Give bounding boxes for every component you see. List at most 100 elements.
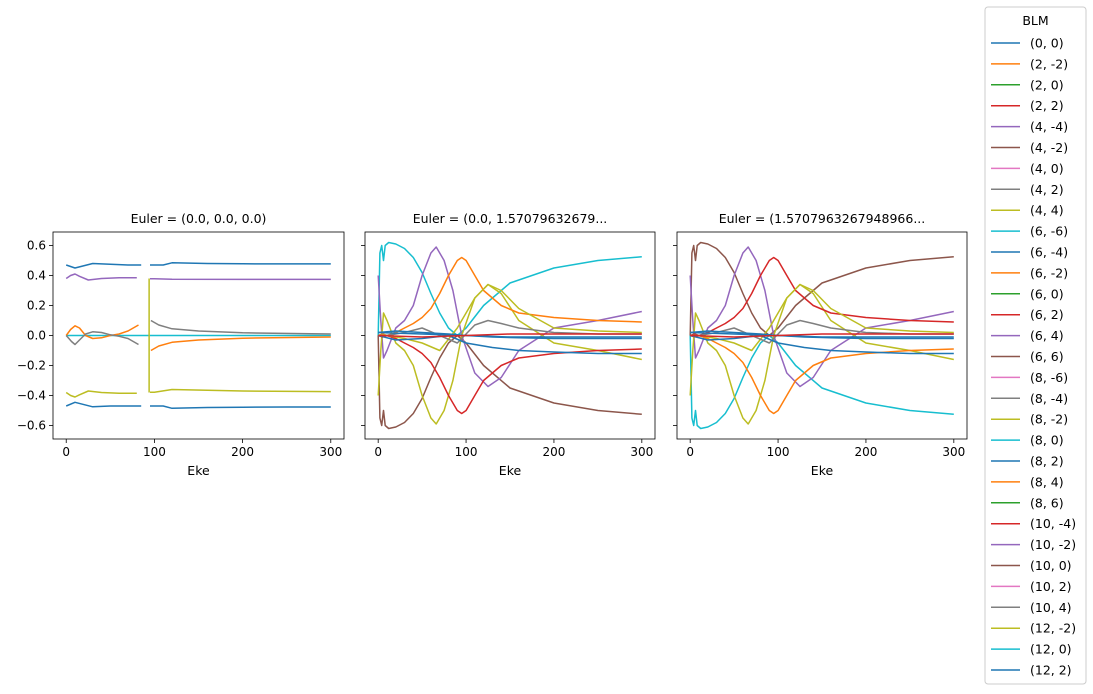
x-tick-label: 300 (319, 445, 342, 459)
legend-label: (8, 0) (1030, 433, 1064, 448)
legend-item: (8, 0) (991, 433, 1064, 448)
legend-item: (12, 2) (991, 663, 1072, 678)
series-line (65, 262, 331, 269)
series-line (378, 334, 642, 355)
legend-item: (6, 4) (991, 328, 1064, 343)
legend-label: (12, 2) (1030, 663, 1072, 678)
y-tick-label: 0.2 (27, 299, 46, 313)
legend-item: (8, 6) (991, 495, 1064, 510)
subplot-1: Euler = (0.0, 0.0, 0.0) 0 100 200 300 Eke −0.6… (17, 211, 345, 478)
legend-item: (2, -2) (991, 56, 1068, 71)
legend-item: (10, 4) (991, 600, 1072, 615)
legend-item: (10, 0) (991, 558, 1072, 573)
legend-item: (2, 2) (991, 98, 1064, 113)
series-line (65, 324, 331, 352)
series-line (65, 319, 331, 346)
legend-label: (8, -2) (1030, 412, 1068, 427)
x-tick-label: 100 (455, 445, 478, 459)
x-tick-label: 100 (143, 445, 166, 459)
legend-label: (4, 0) (1030, 161, 1064, 176)
legend-item: (6, 2) (991, 307, 1064, 322)
series-line (689, 241, 954, 337)
legend-item: (4, 2) (991, 182, 1064, 197)
legend-item: (10, 2) (991, 579, 1072, 594)
series-group (689, 241, 954, 430)
series-line (689, 334, 954, 430)
series-line (690, 283, 954, 352)
legend-label: (6, -4) (1030, 245, 1068, 260)
y-tick-label: −0.4 (17, 389, 46, 403)
legend-label: (12, 0) (1030, 642, 1072, 657)
x-tick-label: 200 (231, 445, 254, 459)
legend: BLM (0, 0) (2, -2) (2, 0) (2, 2) (4, -4) (4, -… (984, 6, 1087, 685)
legend-label: (4, -2) (1030, 140, 1068, 155)
y-tick-label: −0.2 (17, 359, 46, 373)
y-tick-label: −0.6 (17, 419, 46, 433)
series-line (690, 333, 954, 338)
series-line (377, 246, 642, 388)
series-line (378, 319, 642, 344)
x-tick-label: 300 (942, 445, 965, 459)
x-tick-label: 200 (854, 445, 877, 459)
series-line (378, 331, 642, 338)
series-line (65, 401, 331, 410)
series-line (377, 241, 642, 337)
legend-label: (10, -4) (1030, 516, 1076, 531)
legend-label: (8, 4) (1030, 474, 1064, 489)
x-axis-label: Eke (811, 463, 834, 478)
axes-frame (364, 231, 656, 440)
legend-label: (4, 2) (1030, 182, 1064, 197)
subplot-2: Euler = (0.0, 1.57079632679... 0 100 200 300… (361, 211, 656, 478)
legend-label: (6, -6) (1030, 224, 1068, 239)
legend-label: (6, 4) (1030, 328, 1064, 343)
legend-label: (8, -6) (1030, 370, 1068, 385)
series-line (689, 334, 954, 415)
legend-label: (2, 2) (1030, 98, 1064, 113)
series-line (65, 388, 331, 398)
series-line (689, 283, 954, 425)
legend-item: (10, -2) (991, 537, 1076, 552)
legend-label: (6, 2) (1030, 307, 1064, 322)
series-line (65, 273, 331, 281)
legend-item: (10, -4) (991, 516, 1076, 531)
legend-item: (4, 4) (991, 203, 1064, 218)
legend-item: (8, 2) (991, 454, 1064, 469)
legend-item: (4, 0) (991, 161, 1064, 176)
legend-label: (4, -4) (1030, 119, 1068, 134)
subplot-3: Euler = (1.5707963267948966... 0 100 200 300… (673, 211, 968, 478)
series-line (378, 283, 642, 352)
legend-label: (2, 0) (1030, 77, 1064, 92)
series-group (65, 262, 331, 410)
series-line (689, 246, 954, 388)
legend-label: (6, 6) (1030, 349, 1064, 364)
series-line (690, 319, 954, 344)
legend-label: (10, 0) (1030, 558, 1072, 573)
legend-item: (12, 0) (991, 642, 1072, 657)
legend-item: (0, 0) (991, 36, 1064, 51)
legend-item: (8, 4) (991, 474, 1064, 489)
legend-item: (4, -2) (991, 140, 1068, 155)
legend-label: (6, 0) (1030, 286, 1064, 301)
x-tick-label: 300 (630, 445, 653, 459)
legend-label: (12, -2) (1030, 621, 1076, 636)
x-tick-label: 100 (767, 445, 790, 459)
subplot-title: Euler = (0.0, 1.57079632679... (413, 211, 608, 226)
series-line (377, 334, 642, 430)
series-line (377, 334, 642, 415)
axes-frame (676, 231, 968, 440)
series-group (377, 241, 642, 430)
series-line (690, 334, 954, 355)
x-tick-label: 0 (686, 445, 694, 459)
series-line (377, 283, 642, 425)
x-axis-label: Eke (187, 463, 210, 478)
legend-label: (8, 6) (1030, 495, 1064, 510)
legend-label: (8, 2) (1030, 454, 1064, 469)
x-tick-label: 0 (374, 445, 382, 459)
legend-item: (4, -4) (991, 119, 1068, 134)
legend-label: (10, -2) (1030, 537, 1076, 552)
series-line (378, 333, 642, 338)
series-line (690, 331, 954, 338)
legend-item: (6, -6) (991, 224, 1068, 239)
series-line (689, 256, 954, 337)
legend-item: (8, -6) (991, 370, 1068, 385)
